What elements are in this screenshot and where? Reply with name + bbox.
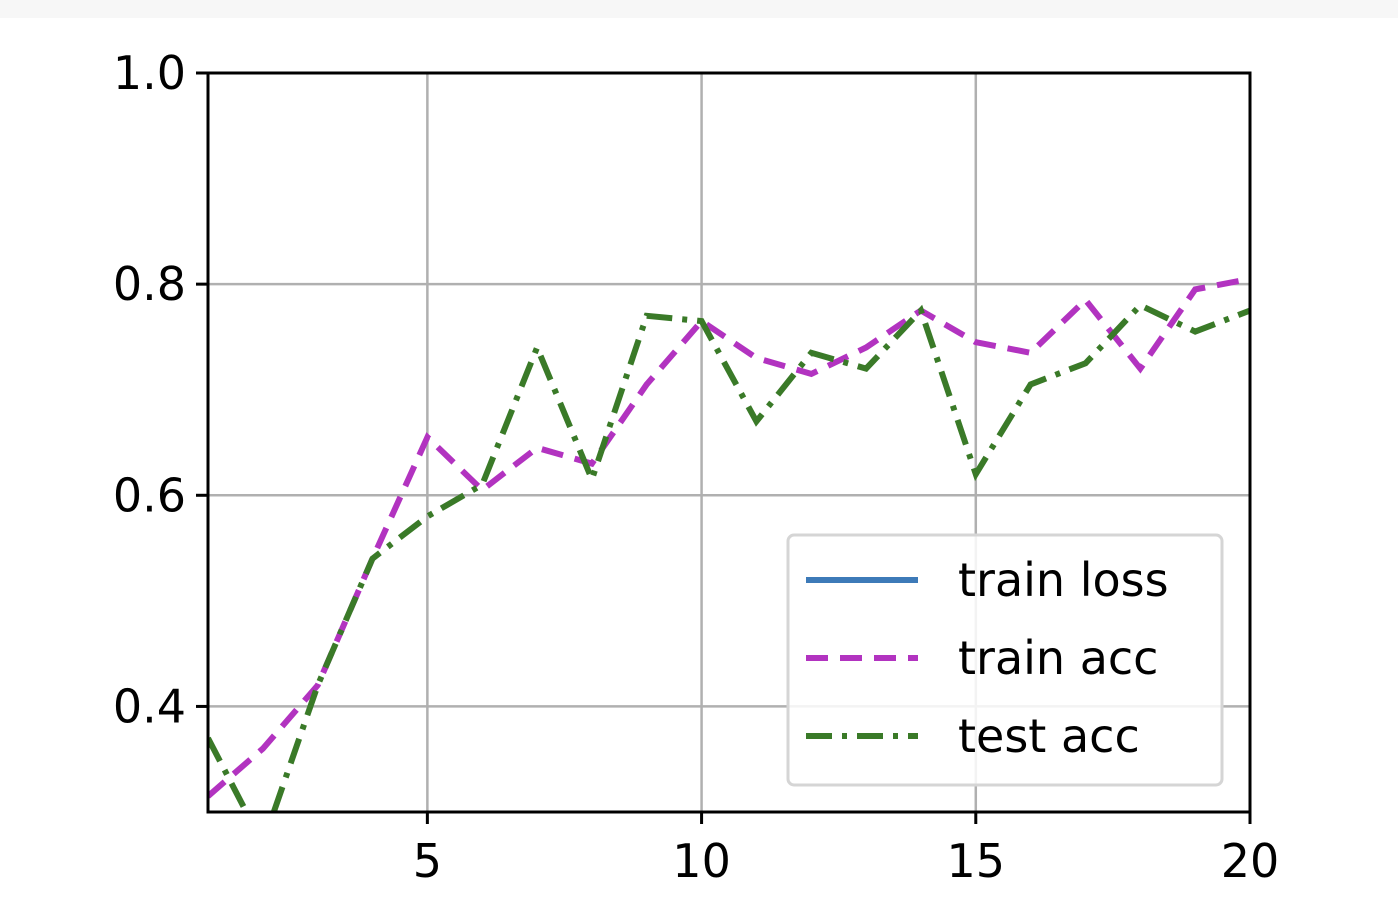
y-tick-label: 0.8: [113, 257, 186, 311]
y-tick-label: 1.0: [113, 46, 186, 100]
axis-ticks: 5 10 15 20 0.4 0.6 0.8 1.0: [113, 46, 1279, 888]
x-tick-label: 15: [947, 834, 1006, 888]
plot-frame: [206, 71, 1252, 814]
x-tick-label: 5: [413, 834, 442, 888]
x-tick-label: 20: [1221, 834, 1280, 888]
legend-label: test acc: [958, 709, 1140, 763]
y-tick-label: 0.4: [113, 679, 186, 733]
y-tick-label: 0.6: [113, 468, 186, 522]
legend-label: train acc: [958, 631, 1158, 685]
series-line-train-acc: [208, 275, 1250, 799]
x-tick-label: 10: [672, 834, 731, 888]
series-lines: [208, 275, 1250, 812]
top-strip: [0, 0, 1398, 18]
series-line-test-acc: [208, 301, 1250, 812]
legend: train loss train acc test acc: [786, 533, 1224, 787]
legend-label: train loss: [958, 553, 1169, 607]
legend-box: [786, 533, 1224, 787]
